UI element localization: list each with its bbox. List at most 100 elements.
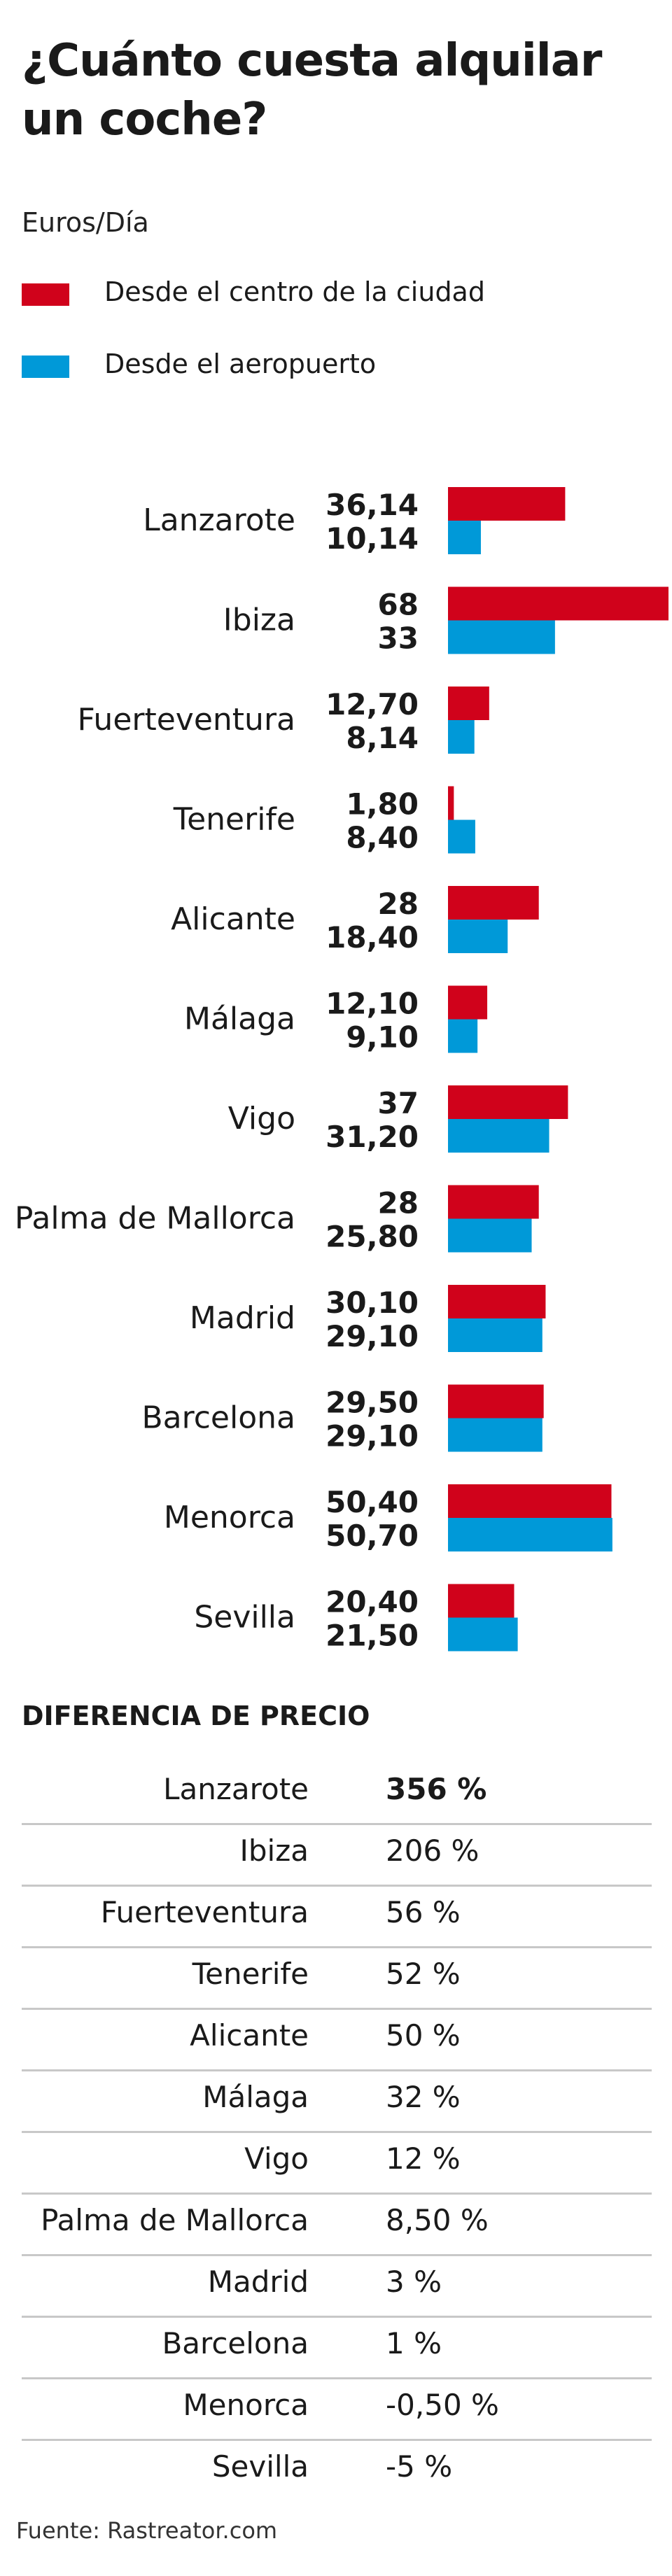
chart-title: ¿Cuánto cuesta alquilar un coche? [22, 31, 652, 149]
table-row: Sevilla -5 % [22, 2441, 652, 2500]
category-label: Lanzarote [143, 502, 295, 538]
bar-airport [448, 1318, 542, 1352]
value-label: 37 [378, 1086, 419, 1120]
bar-airport [448, 1618, 518, 1652]
value-label: 33 [378, 621, 419, 656]
value-label: 1,80 [346, 787, 419, 822]
table-row: Menorca -0,50 % [22, 2379, 652, 2441]
value-label: 12,70 [326, 687, 419, 722]
legend-label-airport: Desde el aeropuerto [104, 349, 376, 379]
difference-value: 1 % [386, 2326, 442, 2360]
table-row: Fuerteventura 56 % [22, 1887, 652, 1948]
value-label: 36,14 [326, 488, 419, 522]
category-label: Barcelona [141, 1400, 295, 1436]
value-label: 10,14 [326, 521, 419, 556]
bar-city [448, 487, 565, 521]
difference-city: Málaga [202, 2080, 309, 2114]
difference-city: Fuerteventura [101, 1895, 309, 1929]
value-label: 30,10 [326, 1286, 419, 1320]
difference-city: Vigo [244, 2141, 309, 2176]
value-label: 12,10 [326, 987, 419, 1021]
difference-table: Lanzarote 356 % Ibiza 206 % Fuerteventura 56 … [22, 1764, 652, 2500]
bar-city [448, 787, 454, 820]
category-label: Alicante [171, 901, 295, 937]
bar-city [448, 687, 489, 720]
table-row: Palma de Mallorca 8,50 % [22, 2195, 652, 2256]
table-row: Vigo 12 % [22, 2133, 652, 2195]
value-label: 18,40 [326, 920, 419, 955]
difference-value: 356 % [386, 1772, 486, 1806]
difference-value: 50 % [386, 2018, 461, 2053]
difference-value: 32 % [386, 2080, 461, 2114]
bar-airport [448, 1419, 542, 1452]
bar-airport [448, 820, 475, 854]
difference-city: Tenerife [192, 1957, 309, 1991]
difference-city: Menorca [183, 2388, 309, 2422]
value-label: 9,10 [346, 1020, 419, 1055]
difference-value: 56 % [386, 1895, 461, 1929]
bar-city [448, 886, 539, 920]
value-label: 50,70 [326, 1519, 419, 1553]
bar-city [448, 986, 487, 1020]
bar-city [448, 1085, 568, 1119]
difference-city: Barcelona [162, 2326, 309, 2360]
bar-airport [448, 720, 475, 754]
bar-city [448, 1285, 545, 1318]
difference-city: Madrid [208, 2265, 309, 2299]
category-label: Málaga [184, 1001, 295, 1037]
difference-city: Palma de Mallorca [41, 2203, 309, 2237]
value-label: 31,20 [326, 1120, 419, 1154]
legend-swatch-city [22, 283, 69, 306]
category-label: Ibiza [223, 603, 295, 638]
bar-airport [448, 1020, 477, 1053]
bar-airport [448, 1518, 612, 1551]
bar-city [448, 1185, 539, 1219]
category-label: Fuerteventura [78, 702, 295, 738]
value-label: 28 [378, 1186, 419, 1220]
value-label: 28 [378, 887, 419, 921]
value-label: 29,10 [326, 1319, 419, 1353]
difference-value: 206 % [386, 1834, 479, 1868]
value-label: 68 [378, 588, 419, 622]
bar-airport [448, 1119, 550, 1153]
bar-airport [448, 1219, 532, 1253]
bar-city [448, 1385, 544, 1419]
value-label: 50,40 [326, 1485, 419, 1519]
value-label: 8,14 [346, 721, 419, 755]
difference-value: 8,50 % [386, 2203, 489, 2237]
bar-city [448, 587, 668, 621]
difference-value: 3 % [386, 2265, 442, 2299]
value-label: 21,50 [326, 1619, 419, 1653]
difference-city: Alicante [190, 2018, 309, 2053]
category-label: Tenerife [173, 802, 295, 838]
table-row: Tenerife 52 % [22, 1948, 652, 2010]
value-label: 20,40 [326, 1585, 419, 1619]
table-row: Ibiza 206 % [22, 1825, 652, 1887]
category-label: Menorca [164, 1500, 295, 1535]
difference-value: 52 % [386, 1957, 461, 1991]
value-label: 8,40 [346, 821, 419, 855]
table-row: Barcelona 1 % [22, 2318, 652, 2379]
category-label: Sevilla [194, 1600, 295, 1635]
difference-value: -0,50 % [386, 2388, 499, 2422]
category-label: Palma de Mallorca [15, 1201, 295, 1237]
bar-airport [448, 621, 555, 654]
difference-city: Lanzarote [163, 1772, 309, 1806]
table-row: Madrid 3 % [22, 2256, 652, 2318]
bar-airport [448, 521, 481, 554]
difference-value: 12 % [386, 2141, 461, 2176]
difference-city: Sevilla [212, 2449, 309, 2484]
value-label: 29,50 [326, 1386, 419, 1420]
difference-value: -5 % [386, 2449, 452, 2484]
table-row: Alicante 50 % [22, 2010, 652, 2071]
legend-swatch-airport [22, 356, 69, 378]
value-label: 25,80 [326, 1220, 419, 1254]
units-label: Euros/Día [22, 207, 149, 238]
bar-airport [448, 920, 507, 953]
table-row: Lanzarote 356 % [22, 1764, 652, 1825]
bar-city [448, 1584, 514, 1618]
difference-title: DIFERENCIA DE PRECIO [22, 1701, 370, 1731]
bar-city [448, 1484, 611, 1518]
category-label: Vigo [228, 1101, 295, 1136]
